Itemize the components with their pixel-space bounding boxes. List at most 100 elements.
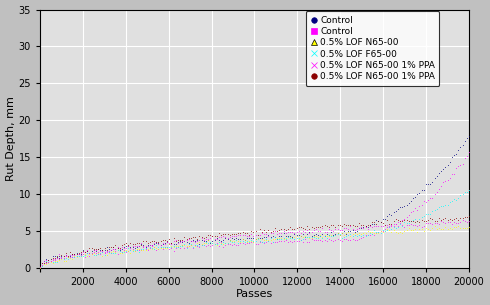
Point bbox=[170, 249, 177, 253]
Point bbox=[280, 236, 288, 241]
Point bbox=[428, 226, 436, 231]
Point bbox=[221, 240, 229, 245]
Point bbox=[103, 248, 111, 253]
Point bbox=[446, 199, 454, 204]
Point bbox=[163, 240, 171, 245]
Point bbox=[370, 230, 378, 235]
Point bbox=[374, 230, 382, 235]
Point bbox=[36, 264, 44, 269]
Point bbox=[144, 244, 151, 249]
Point bbox=[417, 226, 425, 231]
Point bbox=[223, 232, 231, 237]
Point bbox=[433, 190, 441, 195]
Point bbox=[254, 237, 262, 242]
Point bbox=[271, 240, 279, 245]
Point bbox=[431, 219, 439, 224]
Point bbox=[349, 228, 357, 232]
Point bbox=[390, 228, 397, 232]
Point bbox=[45, 259, 52, 264]
Point bbox=[81, 254, 89, 259]
Point bbox=[424, 211, 432, 216]
Point bbox=[260, 240, 268, 245]
Point bbox=[379, 221, 387, 226]
Point bbox=[275, 234, 283, 239]
Point bbox=[379, 228, 387, 233]
Point bbox=[377, 230, 385, 235]
Point bbox=[265, 228, 272, 233]
Point bbox=[178, 239, 186, 244]
Point bbox=[148, 243, 156, 248]
Point bbox=[353, 231, 361, 236]
Point bbox=[312, 237, 320, 242]
Point bbox=[103, 244, 111, 249]
Point bbox=[126, 241, 134, 246]
Point bbox=[374, 224, 382, 228]
Point bbox=[329, 239, 337, 243]
Point bbox=[263, 240, 270, 245]
Point bbox=[379, 230, 387, 235]
Point bbox=[142, 248, 149, 253]
Point bbox=[131, 242, 139, 247]
Point bbox=[407, 221, 415, 226]
Point bbox=[124, 246, 132, 251]
Point bbox=[448, 172, 456, 177]
Point bbox=[60, 256, 68, 261]
Point bbox=[189, 235, 197, 240]
Point bbox=[338, 231, 346, 236]
Point bbox=[57, 257, 65, 261]
Point bbox=[36, 265, 44, 270]
Point bbox=[254, 233, 262, 238]
Point bbox=[374, 230, 382, 235]
Point bbox=[168, 241, 175, 246]
Point bbox=[154, 240, 162, 245]
Point bbox=[448, 198, 456, 203]
Point bbox=[187, 241, 195, 246]
Point bbox=[111, 246, 119, 251]
Point bbox=[47, 257, 54, 261]
Point bbox=[43, 260, 50, 265]
Point bbox=[370, 232, 378, 237]
Point bbox=[325, 233, 333, 238]
Point bbox=[81, 252, 89, 257]
Point bbox=[223, 240, 231, 245]
Point bbox=[196, 243, 203, 248]
Point bbox=[217, 235, 225, 240]
Point bbox=[109, 247, 117, 252]
Point bbox=[273, 231, 281, 236]
Point bbox=[36, 264, 44, 269]
Point bbox=[237, 239, 245, 244]
Point bbox=[206, 235, 214, 240]
Point bbox=[97, 250, 104, 255]
Point bbox=[75, 252, 83, 257]
Point bbox=[144, 248, 151, 253]
Point bbox=[277, 231, 285, 235]
Point bbox=[269, 236, 277, 241]
Point bbox=[213, 241, 220, 246]
Point bbox=[388, 222, 395, 227]
Point bbox=[133, 247, 141, 252]
Point bbox=[228, 233, 236, 238]
Point bbox=[47, 257, 54, 262]
Point bbox=[357, 225, 365, 230]
Point bbox=[213, 236, 220, 241]
Point bbox=[439, 219, 447, 224]
Point bbox=[282, 231, 290, 235]
Point bbox=[189, 237, 197, 242]
Point bbox=[232, 237, 240, 242]
Point bbox=[325, 233, 333, 238]
Point bbox=[457, 192, 465, 197]
Point bbox=[249, 239, 257, 244]
Point bbox=[45, 257, 52, 262]
Point bbox=[152, 240, 160, 245]
Point bbox=[62, 252, 70, 257]
Point bbox=[265, 237, 272, 242]
Point bbox=[150, 245, 158, 250]
Point bbox=[308, 237, 316, 242]
Point bbox=[228, 242, 236, 247]
Point bbox=[135, 244, 143, 249]
Point bbox=[452, 152, 460, 157]
Point bbox=[329, 233, 337, 238]
Point bbox=[254, 235, 262, 240]
Point bbox=[157, 244, 165, 249]
Point bbox=[219, 241, 227, 246]
